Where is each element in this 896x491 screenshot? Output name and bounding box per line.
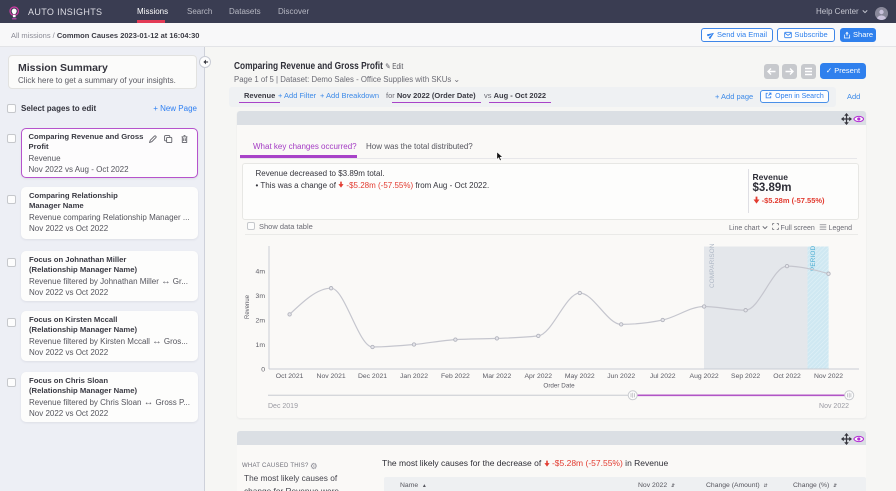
svg-text:Nov 2022: Nov 2022 xyxy=(814,373,843,380)
svg-text:Nov 2022: Nov 2022 xyxy=(819,403,849,410)
svg-text:Aug 2022: Aug 2022 xyxy=(690,373,719,380)
svg-text:Nov 2021: Nov 2021 xyxy=(317,373,346,380)
svg-text:PERIOD: PERIOD xyxy=(810,245,817,271)
svg-text:Oct 2022: Oct 2022 xyxy=(773,373,801,380)
svg-text:Jun 2022: Jun 2022 xyxy=(607,373,635,380)
svg-text:Jan 2022: Jan 2022 xyxy=(400,373,428,380)
svg-text:0: 0 xyxy=(261,367,265,374)
svg-text:May 2022: May 2022 xyxy=(565,373,595,380)
svg-text:Dec 2021: Dec 2021 xyxy=(358,373,387,380)
svg-text:Jul 2022: Jul 2022 xyxy=(650,373,676,380)
svg-text:Mar 2022: Mar 2022 xyxy=(483,373,512,380)
svg-text:Order Date: Order Date xyxy=(543,383,575,390)
svg-text:Feb 2022: Feb 2022 xyxy=(441,373,470,380)
svg-text:Apr 2022: Apr 2022 xyxy=(525,373,553,380)
svg-text:4m: 4m xyxy=(256,269,266,276)
svg-text:2m: 2m xyxy=(256,318,266,325)
svg-text:Revenue: Revenue xyxy=(245,294,251,319)
svg-text:Oct 2021: Oct 2021 xyxy=(276,373,304,380)
svg-text:1m: 1m xyxy=(256,342,266,349)
svg-text:3m: 3m xyxy=(256,293,266,300)
svg-text:Dec 2019: Dec 2019 xyxy=(268,403,298,410)
svg-text:Sep 2022: Sep 2022 xyxy=(731,373,760,380)
svg-text:COMPARISON: COMPARISON xyxy=(709,243,716,288)
